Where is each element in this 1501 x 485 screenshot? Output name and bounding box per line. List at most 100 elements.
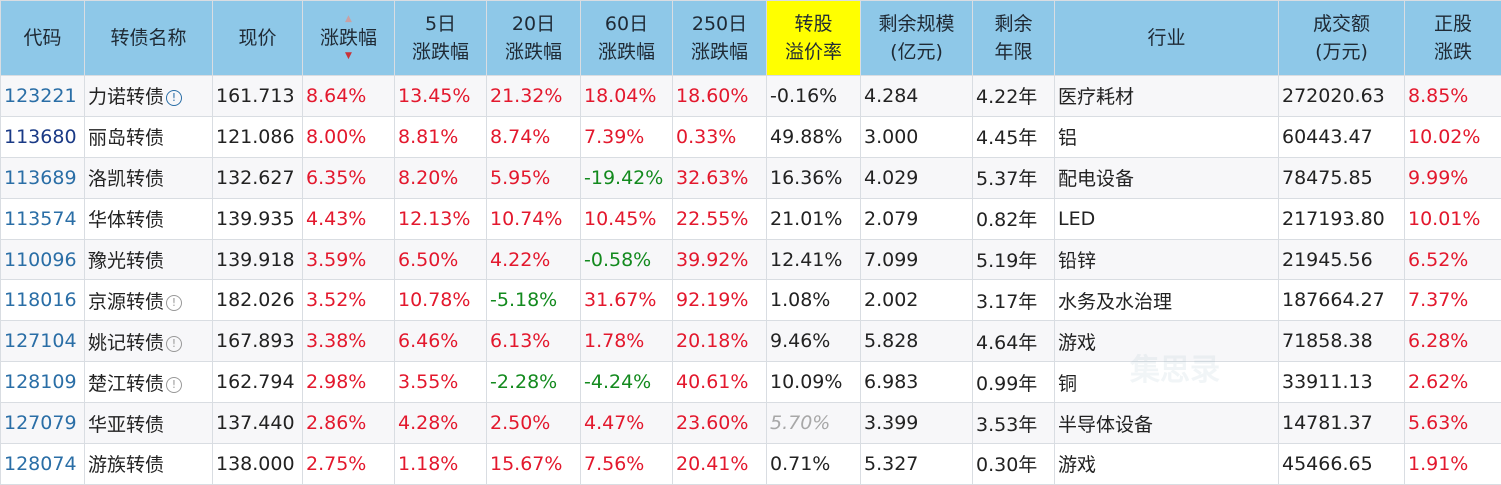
industry-cell: 半导体设备 [1055,403,1279,444]
change-60d-cell: 7.56% [581,444,673,485]
bond-name: 华体转债 [88,209,164,231]
column-header[interactable]: ▲涨跌幅▼ [303,1,395,76]
column-header[interactable]: 剩余 年限 [973,1,1055,76]
change-60d-cell: 18.04% [581,76,673,117]
bond-name-cell: 力诺转债! [85,76,213,117]
bond-code-link[interactable]: 113680 [4,126,77,148]
info-icon[interactable]: ! [166,377,182,393]
column-header-label: 转债名称 [85,24,212,52]
sort-arrows-icon[interactable]: ▲涨跌幅▼ [303,15,394,61]
change-cell: 3.38% [303,321,395,362]
change-250d-cell: 92.19% [673,280,767,321]
stock-change-cell: 10.02% [1405,116,1501,157]
bond-name: 楚江转债 [88,373,164,395]
remaining-scale-cell: 2.079 [861,198,973,239]
change-250d-cell: 39.92% [673,239,767,280]
stock-change-cell: 7.37% [1405,280,1501,321]
column-header-label: 剩余规模 (亿元) [861,10,972,66]
bond-code-link[interactable]: 127104 [4,330,77,352]
column-header-label: 5日 涨跌幅 [395,10,486,66]
remaining-scale-cell: 4.029 [861,157,973,198]
change-250d-cell: 20.18% [673,321,767,362]
remaining-years-cell: 4.64年 [973,321,1055,362]
bond-name: 丽岛转债 [88,127,164,149]
industry-cell: 游戏 [1055,444,1279,485]
column-header-label: 现价 [213,24,302,52]
bond-name-cell: 豫光转债 [85,239,213,280]
column-header[interactable]: 正股 涨跌 [1405,1,1501,76]
stock-change-cell: 8.85% [1405,76,1501,117]
bond-code-link[interactable]: 128074 [4,453,77,475]
bond-name: 洛凯转债 [88,168,164,190]
info-icon[interactable]: ! [166,90,182,106]
column-header[interactable]: 现价 [213,1,303,76]
industry-cell: 铜 [1055,362,1279,403]
bond-name: 力诺转债 [88,86,164,108]
bond-code-cell: 110096 [1,239,85,280]
price-cell: 121.086 [213,116,303,157]
turnover-cell: 71858.38 [1279,321,1405,362]
premium-cell: -0.16% [767,76,861,117]
column-header[interactable]: 5日 涨跌幅 [395,1,487,76]
column-header[interactable]: 代码 [1,1,85,76]
change-60d-cell: 10.45% [581,198,673,239]
bond-code-link[interactable]: 110096 [4,249,77,271]
column-header-label: 20日 涨跌幅 [487,10,580,66]
bond-code-link[interactable]: 113689 [4,167,77,189]
premium-cell: 9.46% [767,321,861,362]
column-header[interactable]: 成交额 (万元) [1279,1,1405,76]
bond-code-cell: 113574 [1,198,85,239]
change-20d-cell: 2.50% [487,403,581,444]
change-250d-cell: 23.60% [673,403,767,444]
column-header[interactable]: 转股 溢价率 [767,1,861,76]
change-60d-cell: -0.58% [581,239,673,280]
bond-code-link[interactable]: 127079 [4,412,77,434]
remaining-years-cell: 4.45年 [973,116,1055,157]
remaining-years-cell: 0.82年 [973,198,1055,239]
column-header[interactable]: 剩余规模 (亿元) [861,1,973,76]
change-5d-cell: 6.46% [395,321,487,362]
info-icon[interactable]: ! [166,336,182,352]
industry-cell: 铅锌 [1055,239,1279,280]
info-icon[interactable]: ! [166,295,182,311]
change-20d-cell: 6.13% [487,321,581,362]
price-cell: 182.026 [213,280,303,321]
turnover-cell: 78475.85 [1279,157,1405,198]
bond-code-link[interactable]: 123221 [4,85,77,107]
change-5d-cell: 4.28% [395,403,487,444]
column-header[interactable]: 转债名称 [85,1,213,76]
stock-change-cell: 6.52% [1405,239,1501,280]
column-header[interactable]: 250日 涨跌幅 [673,1,767,76]
premium-cell: 5.70% [767,403,861,444]
premium-cell: 1.08% [767,280,861,321]
change-5d-cell: 8.81% [395,116,487,157]
bond-code-cell: 123221 [1,76,85,117]
change-5d-cell: 1.18% [395,444,487,485]
stock-change-cell: 10.01% [1405,198,1501,239]
column-header-label: 正股 涨跌 [1405,10,1501,66]
stock-change-cell: 5.63% [1405,403,1501,444]
bond-name-cell: 京源转债! [85,280,213,321]
column-header[interactable]: 行业 [1055,1,1279,76]
change-cell: 3.59% [303,239,395,280]
bond-code-link[interactable]: 118016 [4,289,77,311]
bond-code-link[interactable]: 128109 [4,371,77,393]
bond-code-link[interactable]: 113574 [4,208,77,230]
industry-cell: LED [1055,198,1279,239]
bond-code-cell: 128109 [1,362,85,403]
column-header[interactable]: 60日 涨跌幅 [581,1,673,76]
column-header[interactable]: 20日 涨跌幅 [487,1,581,76]
change-5d-cell: 6.50% [395,239,487,280]
bond-code-cell: 128074 [1,444,85,485]
stock-change-cell: 9.99% [1405,157,1501,198]
